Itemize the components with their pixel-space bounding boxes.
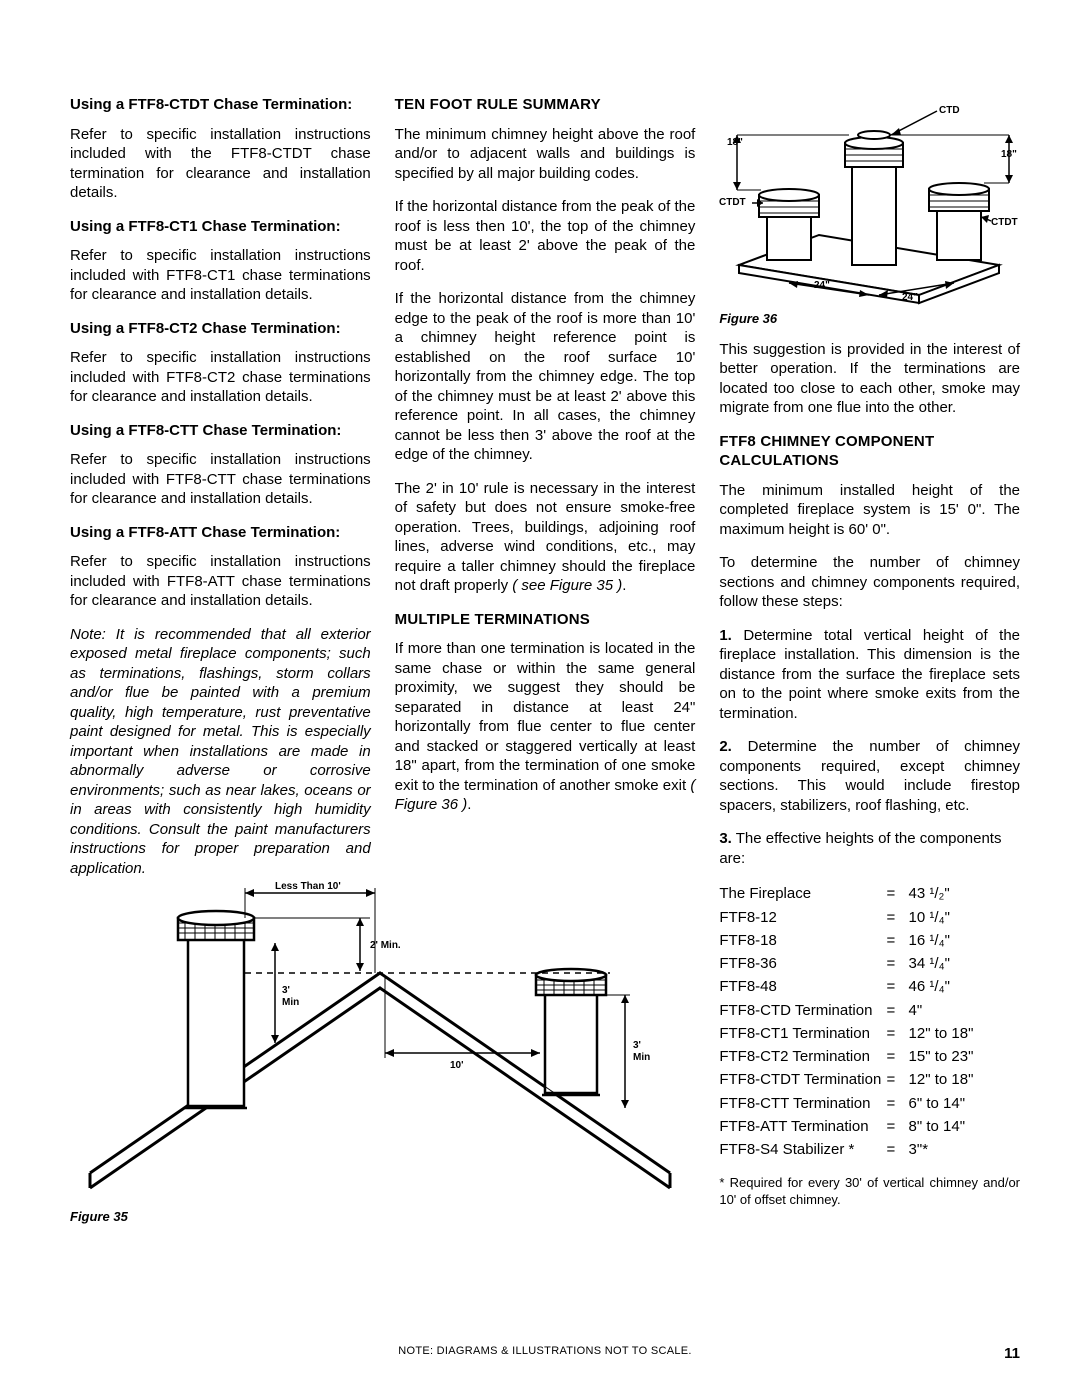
table-row: FTF8-S4 Stabilizer *=3"* xyxy=(719,1138,1020,1161)
exterior-paint-note: Note: It is recommended that all exterio… xyxy=(70,625,371,879)
chase-termination-heading: Using a FTF8-CTT Chase Termination: xyxy=(70,421,371,441)
calc-p2: The minimum installed height of the comp… xyxy=(719,481,1020,540)
table-row: FTF8-CT1 Termination=12" to 18" xyxy=(719,1022,1020,1045)
table-row: FTF8-CTDT Termination=12" to 18" xyxy=(719,1068,1020,1091)
table-row: FTF8-12=10 ¹/₄" xyxy=(719,906,1020,929)
calc-step-3: 3. The effective heights of the componen… xyxy=(719,829,1020,868)
chase-termination-heading: Using a FTF8-CT2 Chase Termination: xyxy=(70,319,371,339)
table-row: FTF8-CTT Termination=6" to 14" xyxy=(719,1092,1020,1115)
chase-termination-body: Refer to specific installation instructi… xyxy=(70,450,371,509)
column-right: CTD CTDT CTDT 18" xyxy=(719,95,1020,1223)
calc-p3: To determine the number of chimney secti… xyxy=(719,553,1020,612)
chase-termination-body: Refer to specific installation instructi… xyxy=(70,552,371,611)
svg-text:Less Than 10': Less Than 10' xyxy=(275,881,341,892)
components-table: The Fireplace=43 ¹/₂"FTF8-12=10 ¹/₄"FTF8… xyxy=(719,882,1020,1161)
calc-step-1: 1. Determine total vertical height of th… xyxy=(719,626,1020,724)
chase-termination-heading: Using a FTF8-CT1 Chase Termination: xyxy=(70,217,371,237)
chase-termination-body: Refer to specific installation instructi… xyxy=(70,125,371,203)
figure-35-caption: Figure 35 xyxy=(70,1209,710,1224)
multiple-terminations-heading: MULTIPLE TERMINATIONS xyxy=(395,610,696,630)
table-row: FTF8-CTD Termination=4" xyxy=(719,999,1020,1022)
chase-termination-heading: Using a FTF8-ATT Chase Termination: xyxy=(70,523,371,543)
svg-text:CTDT: CTDT xyxy=(991,217,1018,228)
svg-text:3': 3' xyxy=(282,985,290,996)
chase-termination-body: Refer to specific installation instructi… xyxy=(70,348,371,407)
ten-foot-rule-heading: TEN FOOT RULE SUMMARY xyxy=(395,95,696,115)
svg-text:Min: Min xyxy=(282,997,299,1008)
chase-termination-heading: Using a FTF8-CTDT Chase Termination: xyxy=(70,95,371,115)
svg-text:24": 24" xyxy=(814,280,830,291)
multiple-terminations-p: If more than one termination is located … xyxy=(395,639,696,815)
table-row: FTF8-36=34 ¹/₄" xyxy=(719,952,1020,975)
table-row: FTF8-48=46 ¹/₄" xyxy=(719,975,1020,998)
svg-text:CTD: CTD xyxy=(939,105,960,116)
stabilizer-footnote: * Required for every 30' of vertical chi… xyxy=(719,1175,1020,1209)
ten-foot-p2: If the horizontal distance from the peak… xyxy=(395,197,696,275)
scale-note: NOTE: DIAGRAMS & ILLUSTRATIONS NOT TO SC… xyxy=(398,1345,692,1357)
figure-36-caption: Figure 36 xyxy=(719,311,1020,328)
ten-foot-p1: The minimum chimney height above the roo… xyxy=(395,125,696,184)
svg-text:10': 10' xyxy=(450,1060,464,1071)
svg-text:24": 24" xyxy=(902,292,918,303)
table-row: FTF8-ATT Termination=8" to 14" xyxy=(719,1115,1020,1138)
table-row: The Fireplace=43 ¹/₂" xyxy=(719,882,1020,905)
figure-36: CTD CTDT CTDT 18" xyxy=(719,95,1020,305)
svg-text:3': 3' xyxy=(633,1040,641,1051)
page-footer: NOTE: DIAGRAMS & ILLUSTRATIONS NOT TO SC… xyxy=(70,1305,1020,1357)
component-calc-heading: FTF8 CHIMNEY COMPONENT CALCULATIONS xyxy=(719,432,1020,471)
chase-termination-body: Refer to specific installation instructi… xyxy=(70,246,371,305)
svg-text:Min: Min xyxy=(633,1052,650,1063)
ten-foot-p3: If the horizontal distance from the chim… xyxy=(395,289,696,465)
table-row: FTF8-CT2 Termination=15" to 23" xyxy=(719,1045,1020,1068)
svg-text:CTDT: CTDT xyxy=(719,197,746,208)
ten-foot-p4: The 2' in 10' rule is necessary in the i… xyxy=(395,479,696,596)
table-row: FTF8-18=16 ¹/₄" xyxy=(719,929,1020,952)
fig36-note: This suggestion is provided in the inter… xyxy=(719,340,1020,418)
svg-text:2' Min.: 2' Min. xyxy=(370,940,401,951)
page-number: 11 xyxy=(1004,1345,1020,1362)
calc-step-2: 2. Determine the number of chimney compo… xyxy=(719,737,1020,815)
figure-35: Less Than 10' 2' Min. 3' Min 10' xyxy=(70,863,710,1236)
